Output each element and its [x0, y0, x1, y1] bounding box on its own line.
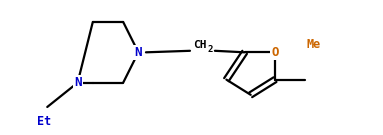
Text: N: N [74, 76, 81, 89]
Text: Me: Me [307, 38, 321, 51]
Text: O: O [271, 46, 279, 59]
Text: 2: 2 [207, 45, 213, 54]
Text: N: N [134, 46, 142, 59]
Text: Et: Et [37, 115, 51, 128]
Text: CH: CH [193, 40, 206, 50]
